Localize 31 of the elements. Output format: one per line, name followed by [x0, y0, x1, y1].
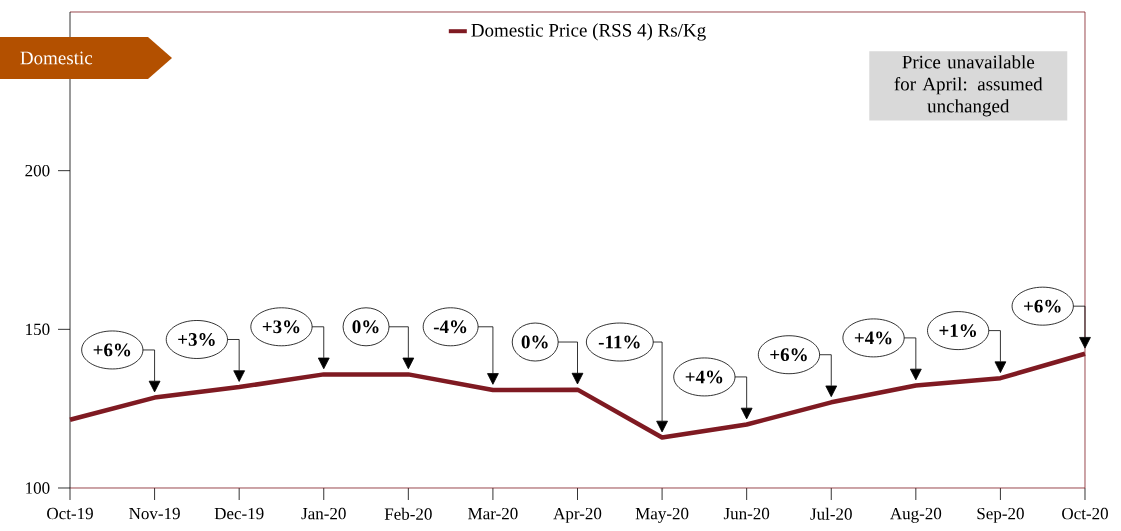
- x-tick-label: Dec-19: [214, 507, 264, 520]
- annotation: +6%: [770, 348, 807, 362]
- annotation: Price unavailable for April: assumed unchanged: [894, 55, 1043, 117]
- annotation: -4%: [433, 320, 467, 334]
- annotation: +4%: [685, 370, 723, 384]
- annotation: +4%: [854, 331, 892, 345]
- annotation: -11%: [598, 335, 640, 349]
- y-tick-label: 200: [25, 164, 50, 177]
- annotation: +1%: [939, 324, 976, 338]
- x-tick-label: Oct-19: [47, 507, 93, 520]
- text: Domestic: [20, 51, 93, 65]
- x-tick-label: Sep-20: [977, 507, 1024, 523]
- annotation: 0%: [521, 335, 548, 349]
- x-tick-label: Oct-20: [1062, 507, 1108, 520]
- x-tick-label: Aug-20: [890, 507, 942, 523]
- y-tick-label: 150: [26, 323, 50, 336]
- annotation: +3%: [262, 320, 300, 334]
- x-tick-label: May-20: [635, 507, 689, 523]
- x-tick-label: Jun-20: [723, 507, 770, 520]
- x-tick-label: Jan-20: [301, 507, 346, 520]
- annotation: +6%: [1024, 299, 1061, 313]
- x-tick-label: Nov-19: [129, 507, 180, 520]
- y-tick-label: 100: [26, 482, 50, 494]
- x-tick-label: Jul-20: [810, 507, 852, 520]
- legend-label: Domestic Price (RSS 4) Rs/Kg: [471, 23, 706, 41]
- annotation: +6%: [93, 343, 131, 357]
- x-tick-label: Feb-20: [384, 507, 432, 520]
- annotation: +3%: [178, 333, 215, 346]
- annotation: 0%: [352, 320, 379, 334]
- x-tick-label: Apr-20: [553, 507, 602, 523]
- x-tick-label: Mar-20: [468, 507, 518, 520]
